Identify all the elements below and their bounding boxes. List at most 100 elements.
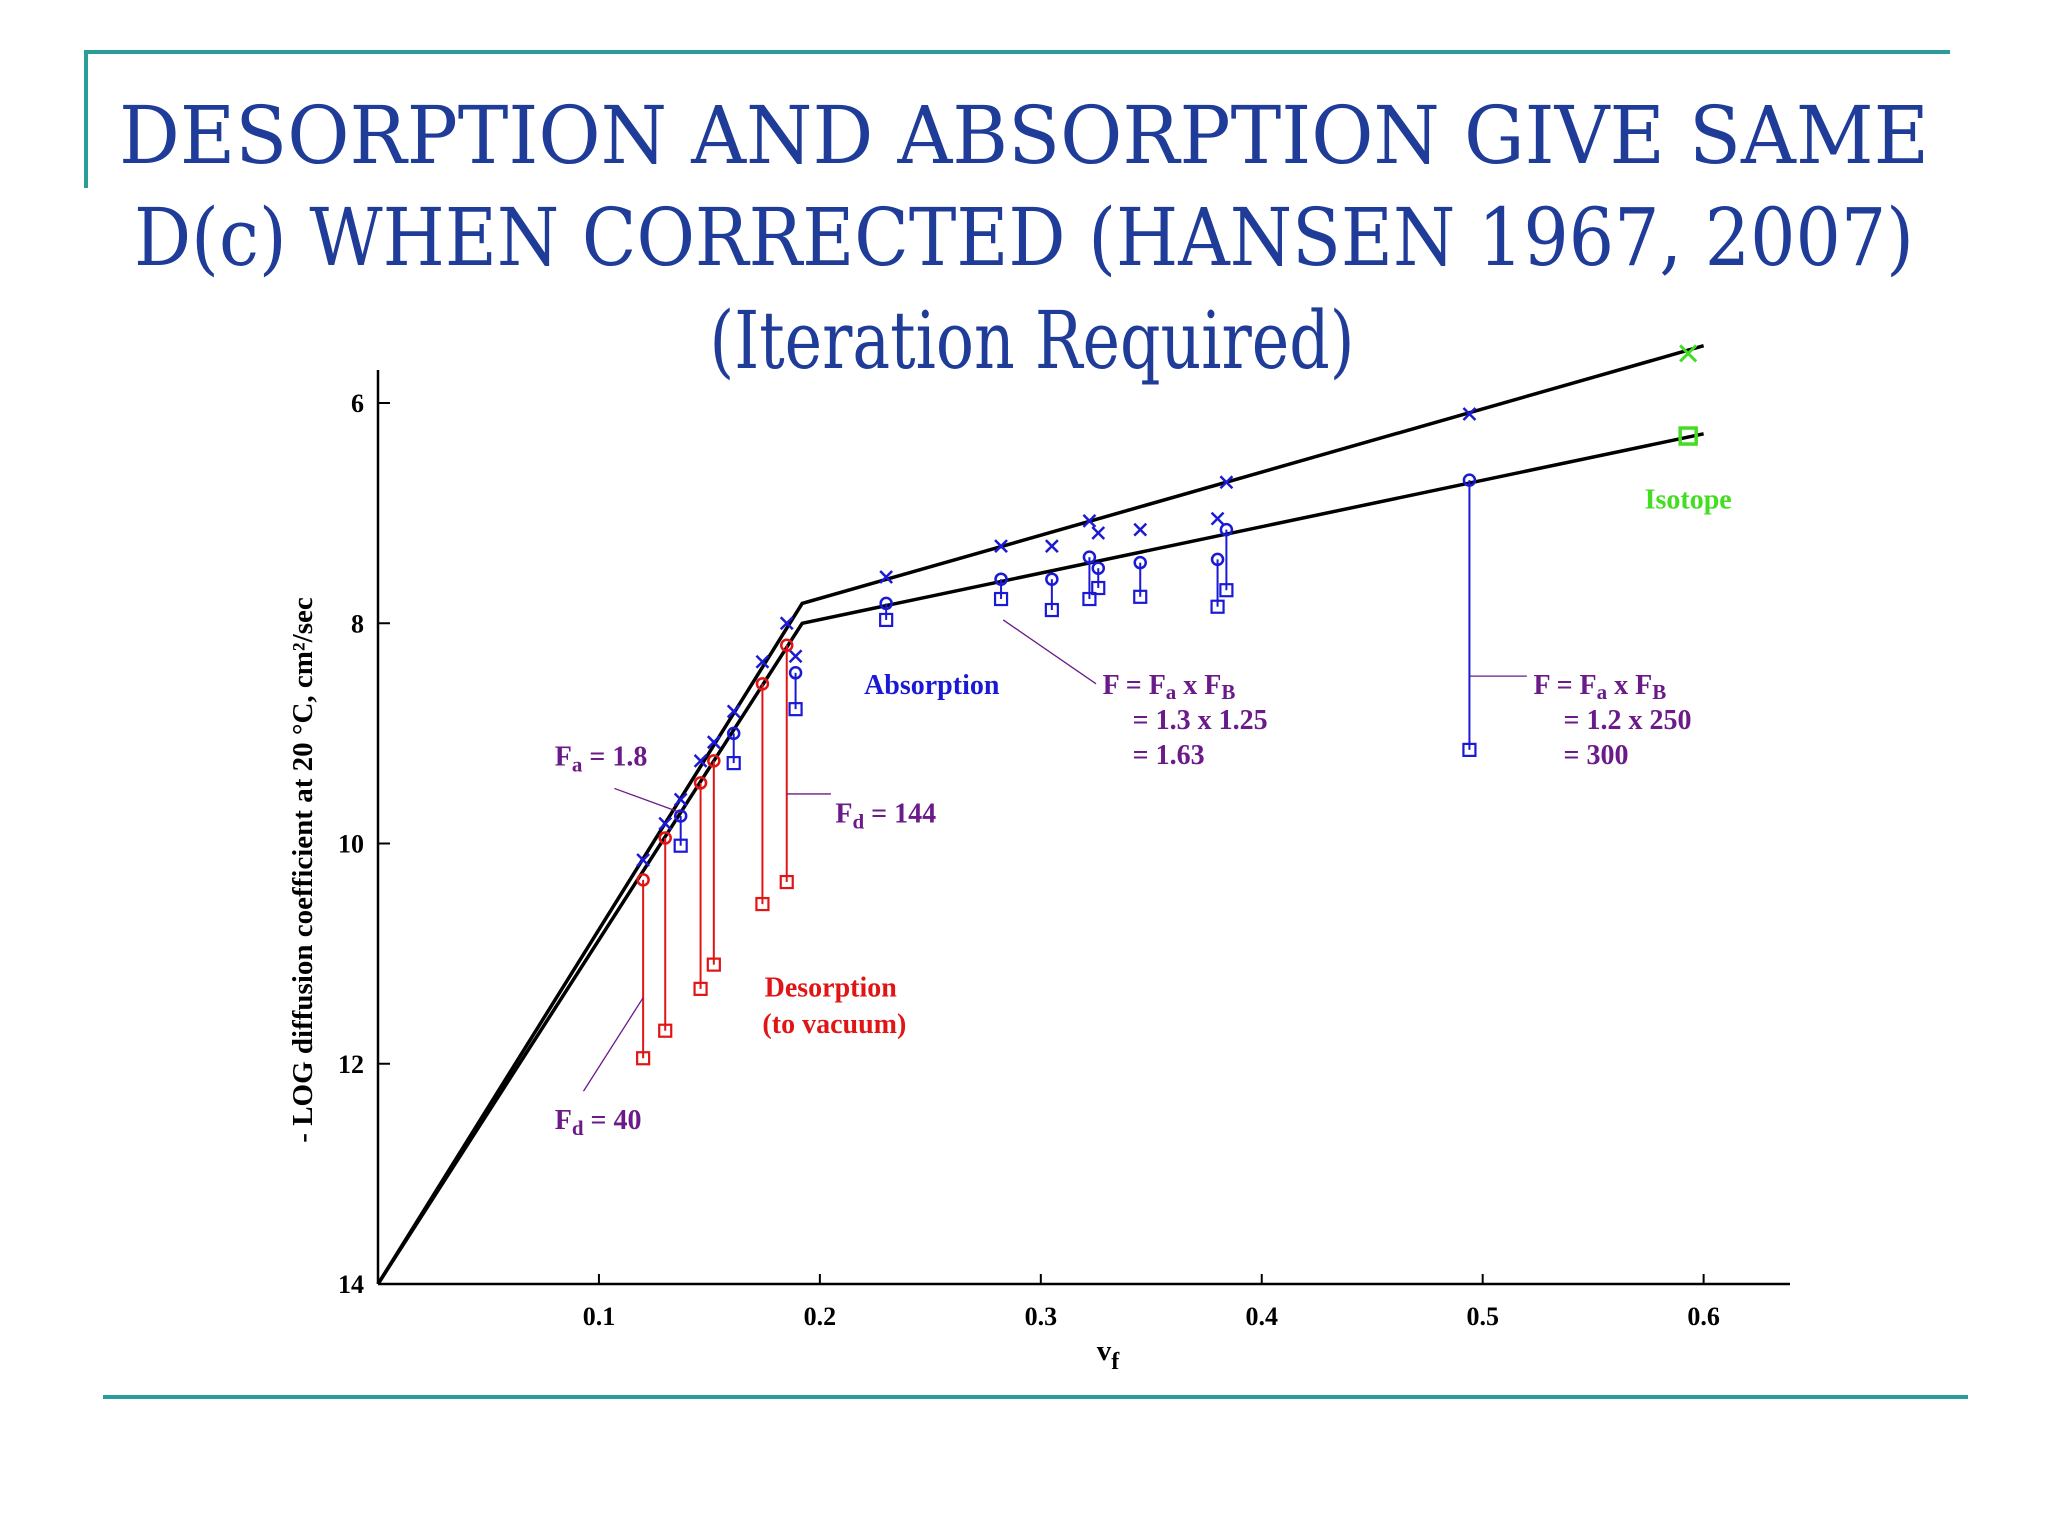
absorption-cross-6-stroke-b [755,654,770,669]
x-ticks: 0.1 0.2 0.3 0.4 0.5 0.6 [583,1274,1720,1331]
annotation-abs: Absorption [864,670,1000,701]
absorption-square-12 [1082,591,1097,607]
isotope-square [1678,426,1698,446]
annotation-f2-line-0-part-3: B [1652,680,1666,704]
annotation-leader-fd40 [582,997,644,1092]
slide-title-line-2: D(c) WHEN CORRECTED (HANSEN 1967, 2007) [134,191,1914,284]
annotation-leader-f1 [1002,619,1097,685]
annotation-f2-line-0-part-0: F = F [1534,670,1597,701]
x-axis-label-main: v [1097,1335,1112,1367]
annotation-fd40-sub: d [572,1116,584,1140]
absorption-square-8 [788,702,803,717]
annotation-f1-line-0-part-3: B [1221,680,1235,704]
annotation-f1-line-1-part-0: = 1.3 x 1.25 [1133,705,1268,736]
annotation-fd144: Fd = 144 [835,799,936,834]
annotation-f2-line-0: F = Fa x FB [1534,670,1667,704]
absorption-cross-3 [693,754,708,768]
y-tick-label-3: 12 [338,1050,364,1079]
absorption-circle-14 [1133,555,1147,570]
slide-title-line-3: (Iteration Required) [710,294,1355,387]
absorption-circle-2 [673,809,688,823]
annotation-f1-line-1: = 1.3 x 1.25 [1133,705,1268,736]
y-tick-label-2: 10 [338,830,364,859]
desorption-circle-2 [693,776,708,790]
isotope-marks: Isotope [1645,344,1732,516]
absorption-cross-4-stroke-b [706,735,721,750]
absorption-cross-11-stroke-b [1044,539,1059,554]
x-tick-label-2: 0.3 [1025,1302,1058,1331]
absorption-cross-1-stroke-b [658,816,673,831]
absorption-circle-10 [994,572,1008,586]
absorption-square-16 [1219,583,1234,598]
annotation-f1-line-2-part-0: = 1.63 [1133,740,1205,771]
absorption-cross-12-stroke-b [1082,513,1097,528]
annotation-f1-line-0-part-1: a [1166,680,1177,704]
absorption-cross-10 [994,539,1008,554]
desorption-circle-0 [636,873,650,887]
absorption-cross-2 [673,792,688,807]
annotation-f1-line-0: F = Fa x FB [1103,670,1236,704]
absorption-circle-16 [1219,522,1234,537]
absorption-square-13 [1091,580,1106,596]
annotation-fd40-main: F [555,1105,572,1136]
absorption-square-11 [1044,602,1059,618]
absorption-cross-15 [1210,511,1225,526]
annotation-f2-line-0-part-2: x F [1607,670,1652,701]
annotation-fd144-rest: = 144 [864,799,936,830]
annotation-fa-sub: a [572,752,583,776]
x-tick-label-1: 0.2 [804,1302,837,1331]
annotation-f1-line-2: = 1.63 [1133,740,1205,771]
absorption-square-17 [1462,742,1477,757]
absorption-cross-5-stroke-b [726,704,741,719]
absorption-cross-16 [1219,475,1234,490]
absorption-cross-10-stroke-b [994,539,1008,554]
absorption-cross-4 [706,735,721,750]
desorption-circle-5 [779,638,794,653]
absorption-circle-17 [1462,473,1477,487]
desorption-circle-1 [658,831,672,845]
absorption-square-2 [673,838,688,853]
absorption-cross-0-stroke-b [636,853,651,867]
desorption-marks [636,638,794,1066]
absorption-cross-1 [658,816,673,831]
absorption-cross-7 [779,616,794,631]
y-axis-label: - LOG diffusion coefficient at 20 °C, cm… [287,597,319,1143]
y-ticks: 6 8 10 12 14 [338,389,390,1299]
isotope-cross [1679,344,1698,363]
annotation-fa: Fa = 1.8 [555,741,648,776]
absorption-cross-17-stroke-b [1462,407,1477,421]
isotope-label: Isotope [1645,485,1732,516]
fit-lines [376,344,1705,1285]
absorption-cross-11 [1044,539,1059,554]
absorption-cross-9-stroke-b [879,570,894,584]
absorption-cross-2-stroke-b [673,792,688,807]
absorption-circle-9 [879,596,893,611]
y-tick-label-1: 8 [351,609,364,638]
absorption-cross-0 [636,853,651,867]
x-tick-label-5: 0.6 [1687,1302,1720,1331]
desorption-square-0 [636,1051,651,1066]
desorption-square-5 [779,874,794,890]
annotation-f2-line-2: = 300 [1564,740,1629,771]
fit-line-0 [376,344,1705,1285]
y-tick-label-4: 14 [338,1270,364,1299]
absorption-cross-14 [1133,522,1148,537]
x-axis-label: vf [1097,1335,1121,1375]
x-axis-label-sub: f [1111,1349,1120,1375]
annotation-f2-line-0-part-1: a [1597,680,1608,704]
absorption-square-10 [993,591,1009,607]
annotation-fa-main: F [555,741,572,772]
absorption-cross-7-stroke-b [779,616,794,631]
absorption-cross-8-stroke-b [788,649,803,664]
annotation-f1-line-0-part-2: x F [1176,670,1221,701]
absorption-marks [636,407,1477,867]
fit-line-1 [376,432,1704,1285]
absorption-cross-16-stroke-b [1219,475,1234,490]
absorption-square-14 [1133,589,1148,604]
absorption-cross-17 [1462,407,1477,421]
annotation-leader-fa [614,787,681,814]
absorption-circle-12 [1082,550,1097,564]
annotation-fd40-rest: = 40 [584,1105,642,1136]
